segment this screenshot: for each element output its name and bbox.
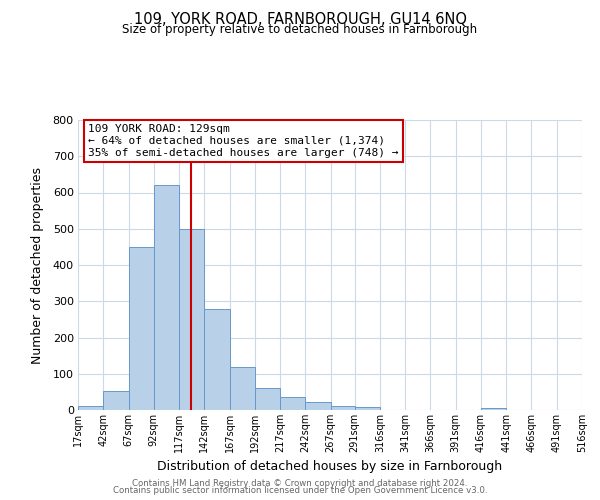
X-axis label: Distribution of detached houses by size in Farnborough: Distribution of detached houses by size … [157, 460, 503, 473]
Bar [128, 247, 154, 410]
Bar [78, 406, 103, 410]
Bar [154, 185, 179, 410]
Bar [103, 391, 128, 410]
Y-axis label: Number of detached properties: Number of detached properties [31, 166, 44, 364]
Bar [255, 388, 280, 410]
Bar [481, 408, 506, 410]
Bar [331, 406, 355, 410]
Bar [204, 308, 230, 410]
Bar [280, 396, 305, 410]
Text: Size of property relative to detached houses in Farnborough: Size of property relative to detached ho… [122, 22, 478, 36]
Bar [179, 229, 204, 410]
Text: 109 YORK ROAD: 129sqm
← 64% of detached houses are smaller (1,374)
35% of semi-d: 109 YORK ROAD: 129sqm ← 64% of detached … [88, 124, 398, 158]
Bar [355, 407, 380, 410]
Bar [230, 367, 255, 410]
Bar [305, 402, 331, 410]
Text: Contains HM Land Registry data © Crown copyright and database right 2024.: Contains HM Land Registry data © Crown c… [132, 478, 468, 488]
Text: 109, YORK ROAD, FARNBOROUGH, GU14 6NQ: 109, YORK ROAD, FARNBOROUGH, GU14 6NQ [133, 12, 467, 28]
Text: Contains public sector information licensed under the Open Government Licence v3: Contains public sector information licen… [113, 486, 487, 495]
